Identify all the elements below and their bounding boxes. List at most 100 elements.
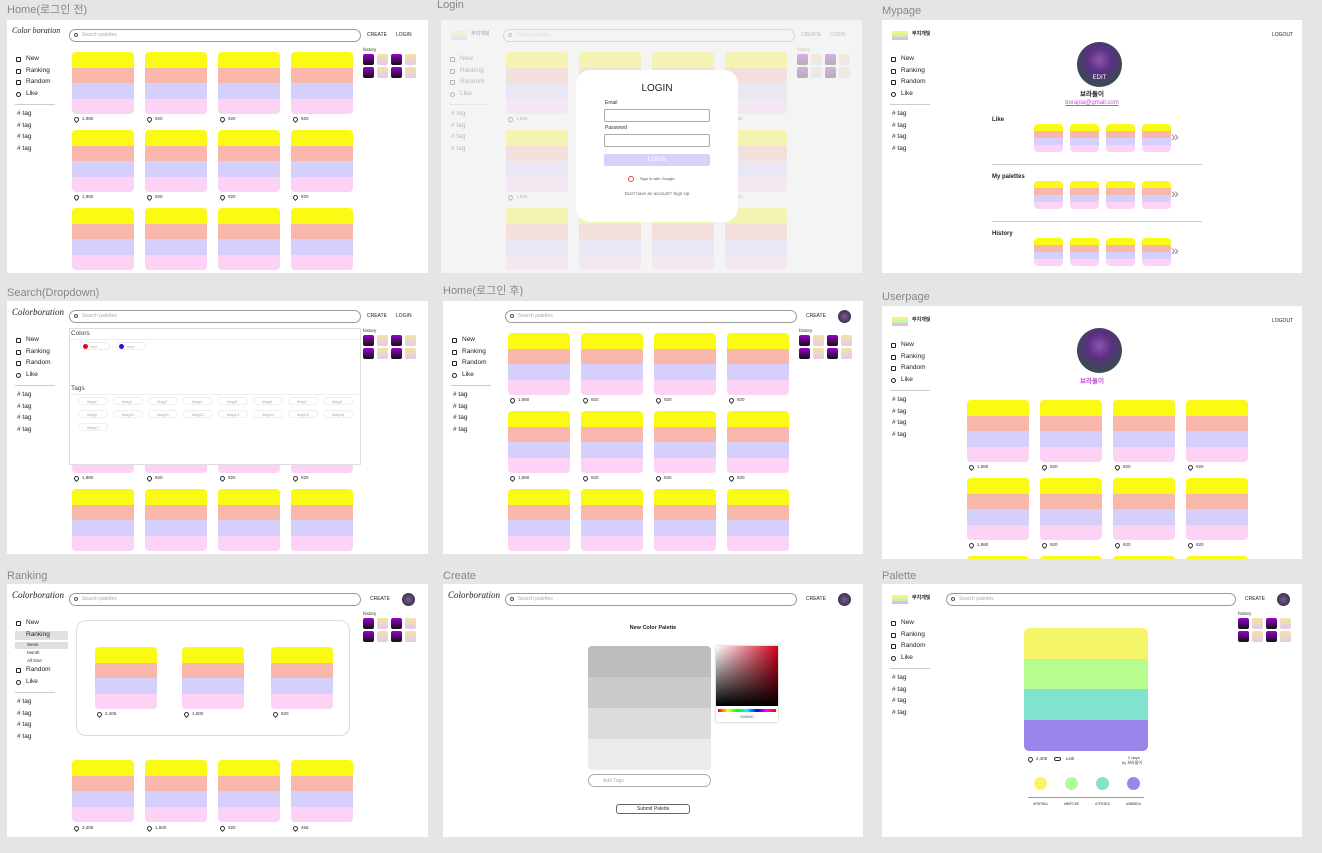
color-stripe bbox=[1142, 202, 1171, 209]
color-stripe bbox=[218, 145, 280, 162]
color-stripe bbox=[967, 478, 1029, 494]
signup-link[interactable]: Don't have an account? Sign Up bbox=[624, 191, 690, 196]
history-swatch bbox=[363, 54, 374, 65]
color-stripe bbox=[1142, 195, 1171, 203]
color-stripe bbox=[1142, 131, 1171, 139]
color-stripe bbox=[967, 493, 1029, 510]
history-swatch bbox=[841, 348, 852, 359]
color-stripe bbox=[581, 379, 643, 395]
color-stripe bbox=[1186, 493, 1248, 510]
search-bar: Search palettes bbox=[946, 593, 1236, 606]
search-placeholder: Search palettes bbox=[82, 313, 117, 319]
color-stripe bbox=[72, 760, 134, 776]
login-button[interactable]: LOGIN bbox=[604, 154, 710, 166]
palette-card bbox=[72, 760, 134, 822]
nav-icon bbox=[891, 366, 896, 371]
palette-card bbox=[508, 489, 570, 551]
nav-icon bbox=[16, 91, 21, 97]
color-dot bbox=[1065, 777, 1078, 790]
tag-link: # tag bbox=[892, 685, 907, 693]
frame: Colorboration Search palettes CREATE New Co… bbox=[443, 584, 863, 837]
logo: Colorboration bbox=[12, 590, 65, 600]
hex-code: #F5F56A bbox=[1033, 802, 1048, 806]
history-swatch bbox=[363, 335, 374, 346]
frame-title: Login bbox=[437, 0, 464, 11]
tag-link: # tag bbox=[17, 698, 32, 705]
color-stripe bbox=[1106, 145, 1135, 152]
color-stripe bbox=[1106, 195, 1135, 203]
color-stripe bbox=[967, 556, 1029, 559]
color-stripe bbox=[1040, 431, 1102, 447]
color-stripe bbox=[581, 489, 643, 505]
logo: Colorboration bbox=[12, 307, 65, 317]
palette-card bbox=[1040, 400, 1102, 462]
tag-chip: #tag2 bbox=[113, 397, 143, 405]
like-count: 2,405 bbox=[105, 711, 117, 716]
heart-icon bbox=[1186, 541, 1195, 550]
color-stripe bbox=[145, 239, 207, 255]
color-stripe bbox=[145, 145, 207, 162]
color-stripe bbox=[291, 145, 353, 162]
tag-chip: #tag3 bbox=[148, 397, 178, 405]
search-placeholder: Search palettes bbox=[82, 596, 117, 602]
search-bar: Search palettes bbox=[69, 29, 361, 42]
nav-action: CREATE bbox=[367, 313, 387, 319]
color-stripe bbox=[1040, 478, 1102, 494]
heart-icon bbox=[1186, 463, 1195, 472]
like-count: 920 bbox=[155, 116, 163, 121]
top-ranking-box bbox=[76, 620, 350, 736]
palette-card bbox=[145, 208, 207, 270]
nav-label: Like bbox=[901, 89, 913, 97]
history-swatch bbox=[1266, 631, 1277, 642]
color-stripe bbox=[291, 98, 353, 114]
color-stripe bbox=[508, 442, 570, 458]
color-stripe bbox=[727, 535, 789, 551]
frame-title: Userpage bbox=[882, 291, 930, 303]
color-stripe bbox=[967, 509, 1029, 525]
color-stripe bbox=[727, 364, 789, 380]
nav-label: Random bbox=[901, 78, 926, 85]
hex-code: #9B85EA bbox=[1126, 802, 1141, 806]
section-label: Tags bbox=[71, 385, 85, 392]
palette-card bbox=[581, 333, 643, 395]
color-stripe bbox=[145, 806, 207, 822]
nav-label: Like bbox=[26, 89, 38, 97]
history-swatch bbox=[377, 631, 388, 642]
frame: 무지개빛 LOGOUT New Ranking Random Like # tag # tag… bbox=[882, 306, 1302, 559]
submit-button[interactable]: Submit Palette bbox=[616, 804, 690, 814]
logo-icon bbox=[892, 323, 908, 326]
nav-action: LOGOUT bbox=[1272, 32, 1294, 38]
color-stripe bbox=[508, 504, 570, 521]
chip-label: #tag14 bbox=[262, 412, 275, 417]
palette-card bbox=[145, 130, 207, 192]
nav-icon bbox=[891, 354, 896, 360]
heart-icon bbox=[291, 193, 300, 202]
color-stripe bbox=[72, 520, 134, 536]
color-dot bbox=[1127, 777, 1140, 790]
heart-icon bbox=[1113, 541, 1122, 550]
chip-label: #tag8 bbox=[332, 399, 343, 404]
color-stripe bbox=[72, 83, 134, 99]
color-stripe bbox=[72, 489, 134, 505]
color-stripe bbox=[508, 520, 570, 536]
palette-card bbox=[1034, 181, 1063, 209]
logo: 무지개빛 bbox=[912, 317, 931, 323]
color-stripe bbox=[1106, 138, 1135, 146]
palette-slot bbox=[588, 646, 711, 677]
color-stripe bbox=[72, 145, 134, 162]
tag-link: # tag bbox=[892, 697, 907, 704]
nav-label: New bbox=[901, 55, 915, 62]
color-stripe bbox=[72, 254, 134, 270]
tag-link: # tag bbox=[453, 425, 468, 433]
nav-item bbox=[451, 371, 504, 380]
history-swatch bbox=[391, 54, 402, 65]
color-stripe bbox=[1106, 238, 1135, 246]
like-count: 1,980 bbox=[518, 475, 530, 480]
color-stripe bbox=[95, 693, 157, 709]
section-title: Like bbox=[992, 117, 1005, 123]
color-stripe bbox=[1106, 259, 1135, 266]
google-label[interactable]: Sign in with Google bbox=[640, 176, 675, 181]
color-stripe bbox=[218, 52, 280, 68]
